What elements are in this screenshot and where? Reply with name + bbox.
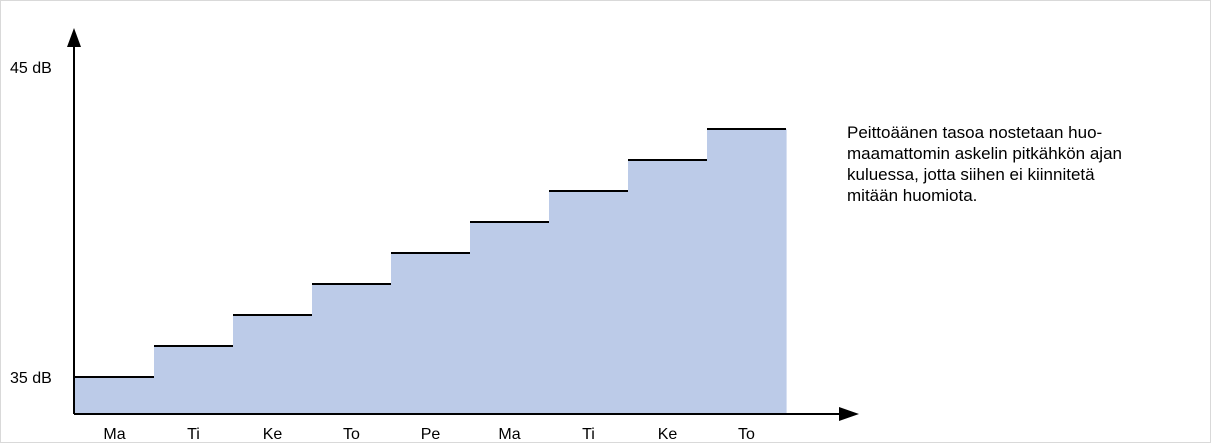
- x-tick-label: Ma: [498, 426, 520, 442]
- x-axis-arrow: [839, 407, 859, 421]
- annotation-text: Peittoäänen tasoa nostetaan huo- maamatt…: [847, 123, 1122, 205]
- x-tick-label: Pe: [421, 426, 441, 442]
- y-tick-label: 45 dB: [10, 60, 52, 77]
- x-tick-label: Ti: [187, 426, 200, 442]
- x-tick-label: To: [738, 426, 755, 442]
- y-tick-labels: 35 dB 45 dB: [10, 60, 52, 387]
- x-tick-label: Ke: [658, 426, 678, 442]
- step-fill: [707, 129, 787, 413]
- step-fill: [549, 191, 629, 413]
- axes: [67, 28, 859, 421]
- step-fill: [75, 377, 155, 413]
- y-axis-arrow: [67, 28, 81, 47]
- step-fill: [628, 160, 708, 413]
- step-fill: [312, 284, 392, 413]
- step-fill: [391, 253, 471, 413]
- step-fill: [470, 222, 550, 413]
- x-tick-label: Ma: [103, 426, 125, 442]
- step-fill: [154, 346, 234, 413]
- y-tick-label: 35 dB: [10, 370, 52, 387]
- x-tick-labels: Ma Ti Ke To Pe Ma Ti Ke To: [103, 426, 755, 442]
- x-tick-label: To: [343, 426, 360, 442]
- x-tick-label: Ke: [263, 426, 283, 442]
- step-fill: [233, 315, 313, 413]
- x-tick-label: Ti: [582, 426, 595, 442]
- step-fills: [75, 129, 787, 413]
- step-lines: [75, 128, 786, 378]
